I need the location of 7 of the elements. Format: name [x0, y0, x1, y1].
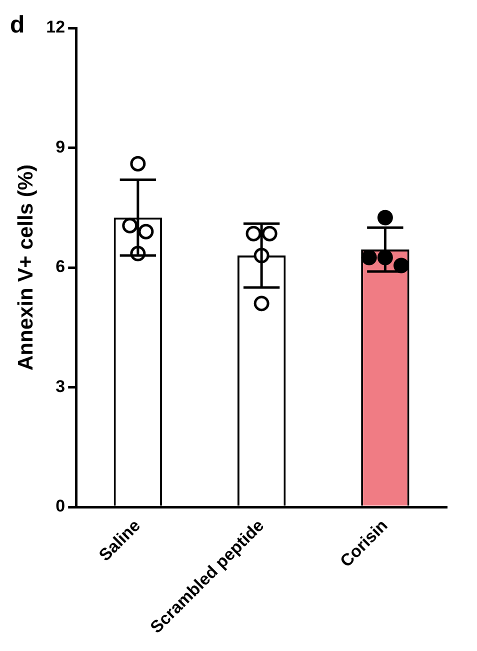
y-tick-label: 6	[56, 257, 66, 276]
chart-title: d	[10, 12, 25, 39]
y-tick-label: 12	[46, 18, 66, 37]
y-tick-label: 0	[56, 496, 66, 516]
y-axis-title: Annexin V+ cells (%)	[14, 164, 38, 371]
y-tick-label: 9	[56, 137, 66, 156]
y-tick-label: 3	[56, 376, 66, 396]
